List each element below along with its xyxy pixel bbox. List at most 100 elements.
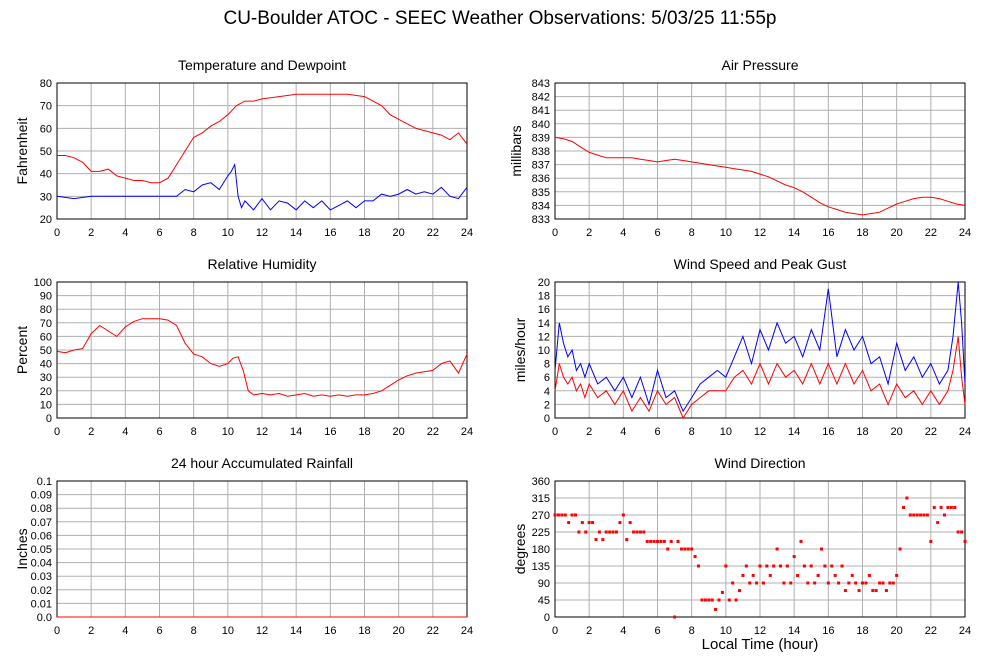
data-point	[850, 573, 854, 577]
y-tick-label: 841	[532, 105, 550, 117]
data-point	[861, 581, 864, 585]
x-tick-label: 22	[427, 426, 439, 438]
x-tick-label: 4	[122, 625, 128, 637]
x-tick-label: 16	[822, 426, 834, 438]
data-point	[580, 521, 584, 525]
x-tick-label: 22	[925, 227, 937, 239]
x-tick-label: 2	[586, 426, 592, 438]
y-tick-label: 833	[532, 214, 550, 226]
x-tick-label: 16	[324, 227, 336, 239]
data-point	[707, 598, 711, 602]
x-tick-label: 6	[156, 625, 162, 637]
data-point	[604, 530, 608, 534]
x-tick-label: 24	[959, 227, 971, 239]
x-tick-label: 18	[358, 426, 370, 438]
y-tick-label: 70	[40, 318, 52, 330]
x-tick-label: 22	[427, 227, 439, 239]
data-point	[932, 505, 936, 509]
data-point	[902, 505, 905, 509]
x-tick-label: 12	[256, 227, 268, 239]
data-point	[690, 547, 694, 551]
data-point	[703, 598, 707, 602]
x-tick-label: 10	[720, 625, 732, 637]
x-tick-label: 12	[754, 625, 766, 637]
data-point	[830, 564, 834, 568]
plot-frame	[554, 480, 966, 618]
data-point	[618, 521, 622, 525]
x-tick-label: 12	[256, 625, 268, 637]
chart-title: Wind Speed and Peak Gust	[674, 256, 847, 272]
data-point	[751, 573, 755, 577]
x-tick-label: 12	[256, 426, 268, 438]
x-tick-label: 0	[54, 625, 60, 637]
y-tick-label: 839	[532, 132, 550, 144]
data-point	[816, 573, 820, 577]
data-point	[738, 589, 741, 593]
data-point	[597, 530, 601, 534]
data-point	[946, 505, 950, 509]
x-tick-label: 0	[552, 625, 558, 637]
data-point	[813, 581, 817, 585]
data-point	[843, 589, 847, 593]
data-point	[676, 539, 680, 543]
data-point	[960, 530, 964, 534]
y-tick-label: 16	[538, 304, 550, 316]
data-point	[802, 564, 806, 568]
y-tick-label: 180	[532, 544, 550, 556]
x-tick-label: 18	[856, 426, 868, 438]
data-point	[854, 581, 858, 585]
x-tick-label: 10	[222, 227, 234, 239]
x-tick-label: 8	[689, 426, 695, 438]
data-point	[919, 513, 923, 517]
x-tick-label: 14	[290, 426, 302, 438]
chart-title: Wind Direction	[714, 455, 805, 471]
x-tick-label: 16	[324, 426, 336, 438]
y-tick-label: 0.01	[31, 598, 52, 610]
y-tick-label: 40	[40, 169, 52, 181]
x-tick-label: 16	[822, 227, 834, 239]
data-point	[949, 505, 953, 509]
data-point	[608, 530, 612, 534]
x-tick-label: 8	[689, 227, 695, 239]
x-tick-label: 18	[856, 227, 868, 239]
y-tick-label: 0.06	[31, 530, 52, 542]
x-tick-label: 12	[754, 426, 766, 438]
data-point	[765, 564, 769, 568]
data-point	[720, 590, 724, 594]
data-point	[898, 547, 902, 551]
data-point	[621, 513, 625, 517]
data-point	[697, 564, 700, 568]
x-tick-label: 4	[620, 426, 626, 438]
y-tick-label: 843	[532, 78, 550, 90]
y-tick-label: 838	[532, 146, 550, 158]
x-tick-label: 22	[925, 625, 937, 637]
data-point	[714, 607, 718, 611]
y-axis-label: degrees	[512, 524, 528, 575]
y-tick-label: 20	[40, 386, 52, 398]
data-point	[963, 539, 967, 543]
data-point	[755, 581, 759, 585]
x-tick-label: 2	[88, 227, 94, 239]
data-point	[943, 513, 946, 517]
data-point	[792, 555, 796, 559]
y-tick-label: 20	[538, 277, 550, 289]
data-point	[775, 547, 779, 551]
data-point	[779, 564, 782, 568]
data-point	[915, 513, 919, 517]
data-point	[871, 589, 875, 593]
chart-rain: 0 2 4 6 8 10 12 14 16 18 20 22 240.00.010.020.030.04…	[14, 455, 473, 637]
y-tick-label: 6	[544, 372, 550, 384]
data-point	[867, 573, 871, 577]
data-point	[796, 573, 800, 577]
x-tick-label: 6	[654, 227, 660, 239]
y-tick-label: 50	[40, 345, 52, 357]
data-point	[700, 598, 704, 602]
data-point	[939, 505, 943, 509]
y-tick-label: 80	[40, 304, 52, 316]
series-line	[554, 336, 966, 420]
y-tick-label: 840	[532, 119, 550, 131]
x-tick-label: 12	[754, 227, 766, 239]
data-point	[840, 564, 844, 568]
y-tick-label: 30	[40, 372, 52, 384]
x-tick-label: 10	[720, 426, 732, 438]
